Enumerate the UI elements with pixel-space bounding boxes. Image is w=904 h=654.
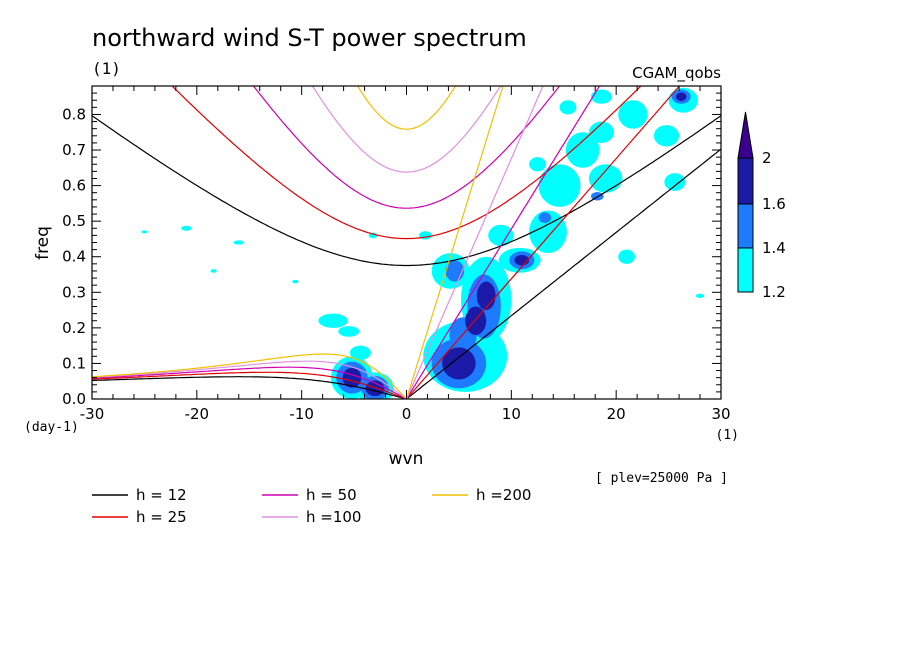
y-tick-label: 0.4 (62, 248, 86, 266)
y-tick-label: 0.3 (62, 283, 86, 301)
dispersion-curve (406, 86, 681, 399)
dispersion-curve (171, 86, 642, 240)
power-contours (141, 87, 705, 399)
x-tick-label: -10 (289, 405, 314, 423)
chart-title: northward wind S-T power spectrum (92, 24, 527, 52)
contour-region (588, 164, 623, 193)
contour-region (565, 132, 600, 168)
chart-subtitle-left: (1) (92, 59, 121, 78)
y-axis-label: freq (33, 226, 53, 260)
dispersion-curve (405, 86, 544, 399)
contour-region (419, 231, 432, 240)
y-tick-label: 0.2 (62, 319, 86, 337)
plot-frame (91, 85, 722, 400)
contour-region (529, 210, 567, 254)
x-tick-label: 10 (502, 405, 521, 423)
dispersion-curves (92, 86, 721, 399)
x-tick-label: -20 (185, 405, 210, 423)
contour-region (538, 164, 581, 207)
colorbar-label: 2 (762, 149, 772, 167)
contour-region (588, 121, 615, 143)
contour-region (591, 89, 612, 104)
colorbar-label: 1.4 (762, 239, 786, 257)
y-tick-label: 0.5 (62, 212, 86, 230)
contour-region (318, 313, 348, 328)
legend-label: h = 12 (136, 486, 187, 504)
dispersion-curve (311, 86, 502, 173)
contour-region (559, 100, 577, 115)
y-tick-label: 0.7 (62, 141, 86, 159)
contour-region (664, 173, 686, 191)
legend-label: h = 50 (306, 486, 357, 504)
y-tick-label: 0.6 (62, 177, 86, 195)
colorbar-label: 1.6 (762, 195, 786, 213)
dispersion-curve (405, 86, 601, 399)
contour-region (181, 225, 192, 231)
x-unit-label: (1) (716, 428, 739, 443)
colorbar-segment (737, 157, 754, 205)
dispersion-curve (92, 360, 407, 399)
contour-region (618, 249, 636, 264)
colorbar-segment (737, 203, 754, 249)
colorbar-label: 1.2 (762, 283, 786, 301)
y-tick-label: 0.1 (62, 354, 86, 372)
colorbar-extension (737, 111, 754, 159)
contour-region (349, 345, 371, 360)
pressure-note: [ plev=25000 Pa ] (595, 471, 728, 486)
dispersion-curve (92, 353, 407, 399)
contour-region (292, 279, 299, 284)
contour-region (675, 92, 687, 101)
contour-region (488, 224, 514, 247)
x-tick-label: 0 (402, 405, 412, 423)
x-axis-label: wvn (389, 449, 424, 469)
legend: h = 12 h = 25 h = 50 h =100 h =200 (92, 486, 531, 526)
contour-region (141, 230, 148, 234)
colorbar-segment (737, 247, 754, 293)
contour-region (442, 347, 476, 380)
axis-ticks: -30 -20 -10 0 10 20 30 0.0 0.1 0.2 0.3 0.4 0.5 0.6 0.7… (62, 86, 731, 423)
y-tick-label: 0.0 (62, 390, 86, 408)
contour-region (653, 125, 680, 147)
dispersion-curve (92, 371, 407, 399)
legend-label: h = 25 (136, 508, 187, 526)
contour-region (529, 157, 546, 172)
contour-region (695, 293, 705, 298)
legend-label: h =100 (306, 508, 361, 526)
dispersion-curve (406, 148, 721, 399)
dispersion-curve (92, 376, 407, 399)
x-tick-label: 30 (711, 405, 730, 423)
contour-region (476, 281, 496, 311)
dispersion-curve (252, 86, 561, 209)
colorbar: 1.2 1.4 1.6 2 (737, 111, 786, 301)
dispersion-curve (92, 366, 407, 399)
contour-region (233, 240, 245, 245)
y-unit-label: (day-1) (24, 420, 79, 435)
chart-subtitle-right: CGAM_qobs (632, 64, 721, 83)
dispersion-curve (356, 86, 457, 130)
y-tick-label: 0.8 (62, 105, 86, 123)
dispersion-curve (405, 86, 504, 399)
contour-region (618, 100, 648, 129)
dispersion-curve (92, 115, 721, 267)
contour-region (538, 212, 552, 223)
x-tick-label: 20 (607, 405, 626, 423)
legend-label: h =200 (476, 486, 531, 504)
contour-region (210, 269, 217, 273)
x-tick-label: -30 (80, 405, 105, 423)
contour-region (338, 326, 360, 337)
